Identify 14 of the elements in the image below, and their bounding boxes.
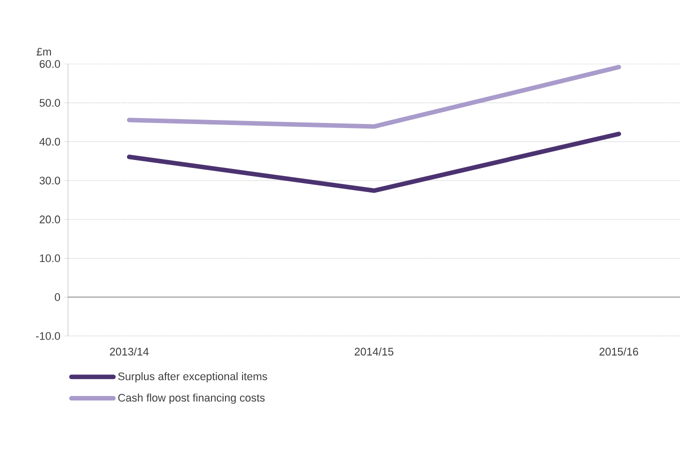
legend-label: Surplus after exceptional items [118,372,268,382]
x-tick-label: 2013/14 [110,348,149,356]
x-tick-label: 2015/16 [600,348,638,356]
y-tick-label: 40.0 [39,138,60,146]
y-tick-label: 30.0 [40,176,60,184]
y-axis-title: £m [36,48,51,56]
y-tick-label: 10.0 [40,254,60,262]
y-tick-label: 0 [54,293,60,302]
y-tick-label: 60.0 [40,60,60,68]
x-tick-label: 2014/15 [354,348,394,356]
legend-label: Cash flow post financing costs [118,394,265,404]
y-tick-label: 50.0 [40,98,60,107]
y-tick-label: 20.0 [40,216,60,224]
y-tick-label: -10.0 [36,332,60,340]
